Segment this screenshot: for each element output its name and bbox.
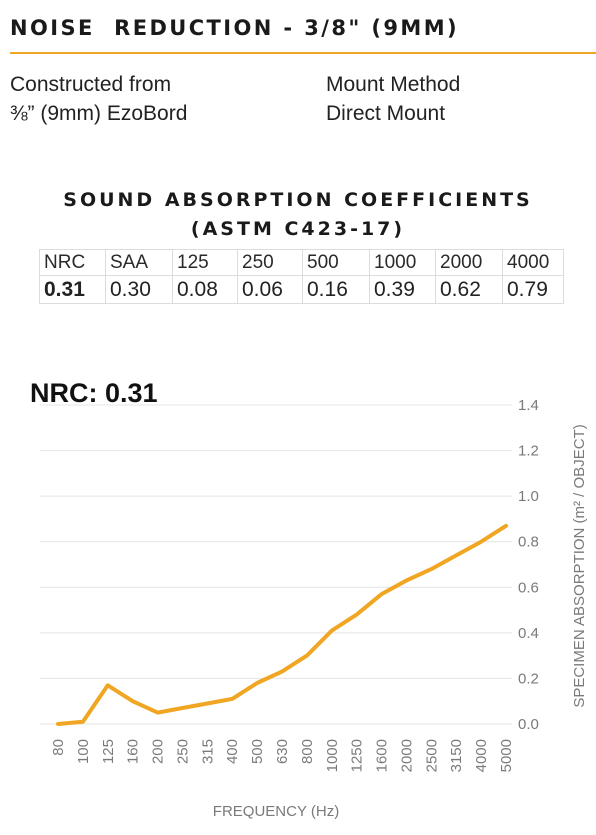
x-tick-label: 160: [125, 739, 142, 764]
y-tick-label: 0.0: [518, 716, 539, 733]
x-tick-label: 250: [174, 739, 191, 764]
x-tick-label: 4000: [473, 739, 490, 772]
mount-info: Mount Method Direct Mount: [326, 70, 460, 128]
x-tick-label: 400: [224, 739, 241, 764]
value-cell-125: 0.08: [172, 275, 238, 304]
x-tick-label: 100: [75, 739, 92, 764]
coefficients-title-line2: (ASTM C423-17): [190, 218, 406, 240]
header-cell-1000: 1000: [369, 249, 436, 276]
absorption-series-line: [56, 523, 508, 726]
y-axis-label: SPECIMEN ABSORPTION (m² / OBJECT): [571, 424, 588, 707]
x-tick-label: 630: [274, 739, 291, 764]
value-cell-2000: 0.62: [435, 275, 503, 304]
coefficients-header-row: NRC SAA 125 250 500 1000 2000 4000: [39, 249, 564, 276]
value-cell-500: 0.16: [302, 275, 370, 304]
value-cell-saa: 0.30: [105, 275, 173, 304]
value-cell-1000: 0.39: [369, 275, 436, 304]
header-cell-4000: 4000: [502, 249, 564, 276]
value-cell-4000: 0.79: [502, 275, 564, 304]
coefficients-table: NRC SAA 125 250 500 1000 2000 4000 0.31 …: [39, 249, 564, 304]
x-tick-label: 80: [50, 739, 67, 756]
y-tick-label: 1.2: [518, 443, 539, 460]
page-title: NOISE REDUCTION - 3/8" (9MM): [10, 16, 459, 40]
header-divider: [10, 52, 596, 54]
header-cell-125: 125: [172, 249, 238, 276]
chart-gridlines: [40, 404, 512, 725]
y-tick-label: 0.2: [518, 670, 539, 687]
y-tick-label: 1.4: [518, 397, 539, 414]
x-tick-label: 800: [299, 739, 316, 764]
construction-label: Constructed from: [10, 73, 172, 96]
mount-method-value: Direct Mount: [326, 102, 446, 125]
nrc-label: NRC: 0.31: [30, 378, 158, 408]
x-tick-label: 315: [199, 739, 216, 764]
x-tick-label: 1000: [324, 739, 341, 772]
x-tick-label: 2500: [423, 739, 440, 772]
x-tick-labels: 80 100 125 160 200 250 315 400 500 630 800 1000 1250…: [50, 739, 515, 772]
y-tick-labels: 0.0 0.2 0.4 0.6 0.8 1.0 1.2 1.4: [518, 397, 539, 733]
header-cell-nrc: NRC: [39, 249, 106, 276]
coefficients-value-row: 0.31 0.30 0.08 0.06 0.16 0.39 0.62 0.79: [39, 275, 564, 304]
x-tick-label: 125: [100, 739, 117, 764]
y-tick-label: 0.6: [518, 579, 539, 596]
x-tick-label: 2000: [398, 739, 415, 772]
value-cell-250: 0.06: [237, 275, 303, 304]
construction-value: ⅜” (9mm) EzoBord: [10, 102, 188, 125]
mount-method-label: Mount Method: [326, 73, 461, 96]
x-tick-label: 5000: [498, 739, 515, 772]
coefficients-title-line1: SOUND ABSORPTION COEFFICIENTS: [63, 189, 533, 211]
y-tick-label: 0.4: [518, 625, 539, 642]
x-axis-label: FREQUENCY (Hz): [213, 803, 339, 820]
coefficients-title: SOUND ABSORPTION COEFFICIENTS (ASTM C423…: [0, 186, 596, 244]
x-tick-label: 3150: [448, 739, 465, 772]
value-cell-nrc: 0.31: [39, 275, 106, 304]
y-tick-label: 1.0: [518, 488, 539, 505]
x-tick-label: 1250: [349, 739, 366, 772]
construction-info: Constructed from ⅜” (9mm) EzoBord: [10, 70, 187, 128]
header-cell-250: 250: [237, 249, 303, 276]
y-tick-label: 0.8: [518, 534, 539, 551]
x-tick-label: 200: [150, 739, 167, 764]
chart-series: [56, 523, 508, 726]
x-tick-label: 1600: [374, 739, 391, 772]
x-tick-label: 500: [249, 739, 266, 764]
